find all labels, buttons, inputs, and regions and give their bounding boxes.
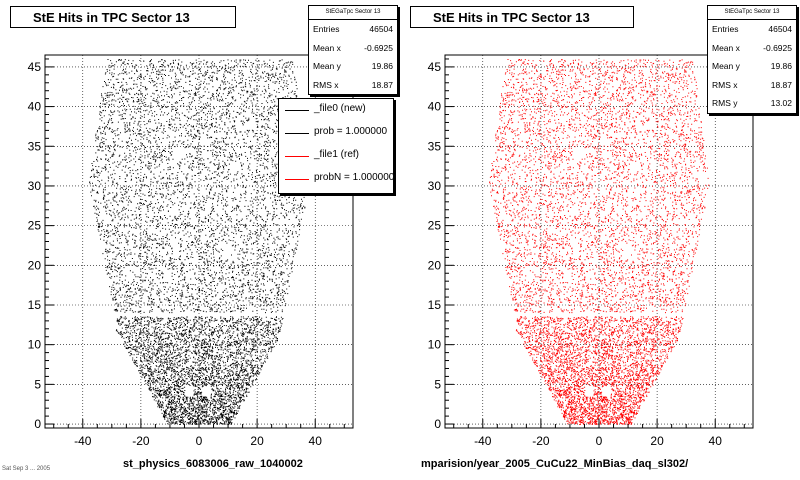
- left-x-axis-caption: st_physics_6083006_raw_1040002: [123, 458, 303, 470]
- legend-line-black: [285, 110, 309, 111]
- y-tick-label: 10: [28, 338, 42, 352]
- y-tick-label: 5: [34, 377, 41, 391]
- left-stats-box: StEGaTpc Sector 13 Entries 46504 Mean x -0…: [308, 5, 398, 95]
- comparison-legend: _file0 (new) prob = 1.000000 _file1 (ref…: [278, 98, 394, 194]
- x-tick-label: 0: [196, 434, 203, 448]
- stats-row-rms-y: RMS y 13.02: [712, 98, 792, 108]
- right-plot-title: StE Hits in TPC Sector 13: [410, 6, 634, 28]
- stats-header: StEGaTpc Sector 13: [708, 6, 796, 20]
- y-tick-label: 40: [428, 100, 442, 114]
- left-histogram-pad: -40 -20 0 20 40 0 5 10 15 20 25 30 35 40 45 StE Hits i…: [10, 5, 398, 470]
- stats-row-mean-y: Mean y 19.86: [313, 61, 393, 71]
- legend-entry-probn: probN = 1.000000: [279, 168, 393, 191]
- x-tick-label: -20: [132, 434, 150, 448]
- right-histogram-pad: -40 -20 0 20 40 0 5 10 15 20 25 30 35 40 45 StE Hits i…: [400, 0, 800, 480]
- stats-row-mean-x: Mean x -0.6925: [712, 42, 792, 53]
- y-tick-label: 20: [28, 258, 42, 272]
- left-plot-title: StE Hits in TPC Sector 13: [10, 6, 236, 28]
- y-tick-label: 45: [428, 60, 442, 74]
- legend-line-red: [285, 156, 309, 157]
- y-tick-label: 0: [34, 417, 41, 431]
- legend-entry-file1: _file1 (ref): [279, 145, 393, 168]
- x-tick-label: 20: [250, 434, 264, 448]
- x-tick-label: -20: [532, 434, 550, 448]
- y-tick-label: 30: [428, 179, 442, 193]
- y-tick-label: 35: [28, 139, 42, 153]
- stats-row-rms-x: RMS x 18.87: [712, 79, 792, 90]
- y-tick-label: 25: [28, 219, 42, 233]
- hit-points-series: [489, 59, 710, 425]
- stats-row-rms-x: RMS x 18.87: [313, 79, 393, 90]
- stats-row-mean-y: Mean y 19.86: [712, 61, 792, 71]
- stats-header: StEGaTpc Sector 13: [309, 6, 397, 20]
- x-tick-label: -40: [474, 434, 492, 448]
- legend-line-black: [285, 133, 309, 134]
- x-tick-label: -40: [74, 434, 92, 448]
- y-tick-label: 45: [28, 60, 42, 74]
- hit-points-series: [89, 59, 310, 425]
- stats-row-entries: Entries 46504: [712, 24, 792, 34]
- y-tick-label: 20: [428, 258, 442, 272]
- legend-line-red: [285, 179, 309, 180]
- y-tick-label: 25: [428, 219, 442, 233]
- right-scatter-plot: -40 -20 0 20 40 0 5 10 15 20 25 30 35 40 45: [428, 54, 754, 448]
- x-tick-label: 0: [596, 434, 603, 448]
- y-tick-label: 5: [434, 377, 441, 391]
- right-x-axis-caption: mparision/year_2005_CuCu22_MinBias_daq_s…: [421, 458, 689, 470]
- x-tick-label: 40: [309, 434, 323, 448]
- right-stats-box: StEGaTpc Sector 13 Entries 46504 Mean x -0…: [707, 5, 797, 114]
- y-tick-label: 35: [428, 139, 442, 153]
- y-tick-label: 10: [428, 338, 442, 352]
- legend-entry-prob: prob = 1.000000: [279, 122, 393, 145]
- x-tick-label: 40: [709, 434, 723, 448]
- y-tick-label: 15: [28, 298, 42, 312]
- x-tick-label: 20: [650, 434, 664, 448]
- y-tick-label: 30: [28, 179, 42, 193]
- stats-row-entries: Entries 46504: [313, 24, 393, 34]
- legend-entry-file0: _file0 (new): [279, 99, 393, 122]
- y-tick-label: 0: [434, 417, 441, 431]
- y-tick-label: 40: [28, 100, 42, 114]
- y-tick-label: 15: [428, 298, 442, 312]
- footer-timestamp: Sat Sep 3 ... 2005: [2, 466, 51, 472]
- stats-row-mean-x: Mean x -0.6925: [313, 42, 393, 53]
